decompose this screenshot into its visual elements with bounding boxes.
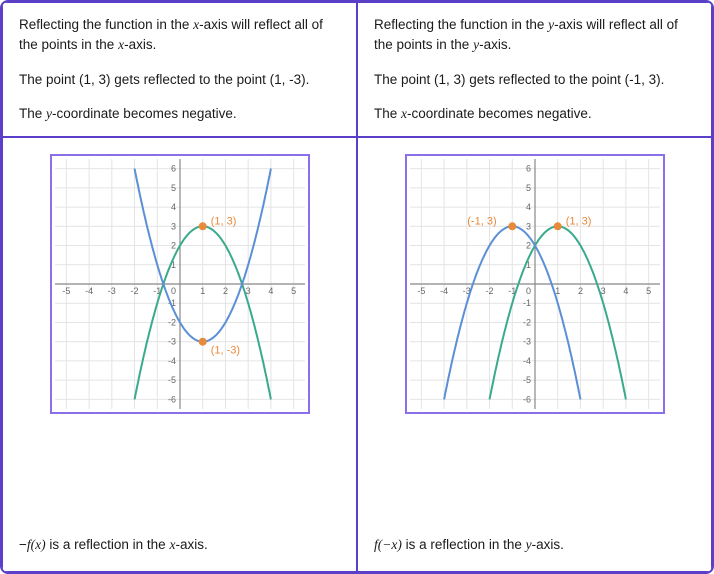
- left-caption: −f(x) is a reflection in the x-axis.: [19, 535, 208, 555]
- svg-text:-6: -6: [167, 394, 175, 404]
- right-p2: The point (1, 3) gets reflected to the p…: [374, 70, 695, 90]
- svg-text:(1, 3): (1, 3): [565, 215, 591, 227]
- svg-text:-3: -3: [522, 337, 530, 347]
- svg-text:6: 6: [525, 164, 530, 174]
- left-p1: Reflecting the function in the x-axis wi…: [19, 15, 340, 56]
- svg-text:2: 2: [577, 286, 582, 296]
- svg-text:(-1, 3): (-1, 3): [467, 215, 496, 227]
- right-text-cell: Reflecting the function in the y-axis wi…: [357, 2, 712, 137]
- left-chart-svg: -5-4-3-2-112345-6-5-4-3-2-11234560(1, 3)…: [55, 159, 305, 409]
- fn: f(−x): [374, 537, 402, 552]
- svg-text:6: 6: [170, 164, 175, 174]
- left-chart-frame: -5-4-3-2-112345-6-5-4-3-2-11234560(1, 3)…: [50, 154, 310, 414]
- text: -coordinate becomes negative.: [407, 106, 592, 121]
- right-caption: f(−x) is a reflection in the y-axis.: [374, 535, 564, 555]
- right-chart-cell: -5-4-3-2-112345-6-5-4-3-2-11234560(1, 3)…: [357, 137, 712, 572]
- right-p3: The x-coordinate becomes negative.: [374, 104, 695, 124]
- svg-text:(1, 3): (1, 3): [210, 215, 236, 227]
- text: −: [19, 537, 27, 552]
- svg-text:2: 2: [222, 286, 227, 296]
- svg-text:0: 0: [525, 286, 530, 296]
- svg-text:-4: -4: [85, 286, 93, 296]
- svg-text:-2: -2: [130, 286, 138, 296]
- svg-text:-2: -2: [167, 317, 175, 327]
- svg-text:-4: -4: [440, 286, 448, 296]
- svg-text:5: 5: [170, 183, 175, 193]
- fn: f(x): [27, 537, 46, 552]
- svg-text:4: 4: [623, 286, 628, 296]
- svg-text:-4: -4: [167, 356, 175, 366]
- svg-text:5: 5: [525, 183, 530, 193]
- svg-text:4: 4: [525, 202, 530, 212]
- svg-text:3: 3: [170, 221, 175, 231]
- comparison-grid: Reflecting the function in the x-axis wi…: [0, 0, 714, 574]
- svg-text:4: 4: [170, 202, 175, 212]
- right-chart-svg: -5-4-3-2-112345-6-5-4-3-2-11234560(1, 3)…: [410, 159, 660, 409]
- right-p1: Reflecting the function in the y-axis wi…: [374, 15, 695, 56]
- svg-text:1: 1: [200, 286, 205, 296]
- text: -coordinate becomes negative.: [52, 106, 237, 121]
- svg-text:-5: -5: [417, 286, 425, 296]
- svg-text:3: 3: [525, 221, 530, 231]
- svg-text:-2: -2: [522, 317, 530, 327]
- right-chart-frame: -5-4-3-2-112345-6-5-4-3-2-11234560(1, 3)…: [405, 154, 665, 414]
- left-text-cell: Reflecting the function in the x-axis wi…: [2, 2, 357, 137]
- svg-text:-3: -3: [107, 286, 115, 296]
- text: Reflecting the function in the: [19, 17, 193, 32]
- text: -axis.: [175, 537, 207, 552]
- svg-text:-5: -5: [522, 375, 530, 385]
- svg-text:-1: -1: [522, 298, 530, 308]
- text: -axis.: [479, 37, 511, 52]
- left-chart-cell: -5-4-3-2-112345-6-5-4-3-2-11234560(1, 3)…: [2, 137, 357, 572]
- text: The: [19, 106, 46, 121]
- left-p2: The point (1, 3) gets reflected to the p…: [19, 70, 340, 90]
- svg-text:-4: -4: [522, 356, 530, 366]
- svg-text:2: 2: [525, 241, 530, 251]
- svg-text:-5: -5: [167, 375, 175, 385]
- left-p3: The y-coordinate becomes negative.: [19, 104, 340, 124]
- svg-text:0: 0: [170, 286, 175, 296]
- svg-text:(1, -3): (1, -3): [210, 345, 239, 357]
- text: is a reflection in the: [402, 537, 526, 552]
- text: -axis.: [124, 37, 156, 52]
- svg-text:5: 5: [291, 286, 296, 296]
- svg-text:5: 5: [646, 286, 651, 296]
- text: Reflecting the function in the: [374, 17, 548, 32]
- text: is a reflection in the: [46, 537, 170, 552]
- svg-text:-3: -3: [167, 337, 175, 347]
- svg-text:2: 2: [170, 241, 175, 251]
- text: The: [374, 106, 401, 121]
- text: -axis.: [532, 537, 564, 552]
- svg-text:-6: -6: [522, 394, 530, 404]
- svg-text:-5: -5: [62, 286, 70, 296]
- svg-text:4: 4: [268, 286, 273, 296]
- svg-text:-2: -2: [485, 286, 493, 296]
